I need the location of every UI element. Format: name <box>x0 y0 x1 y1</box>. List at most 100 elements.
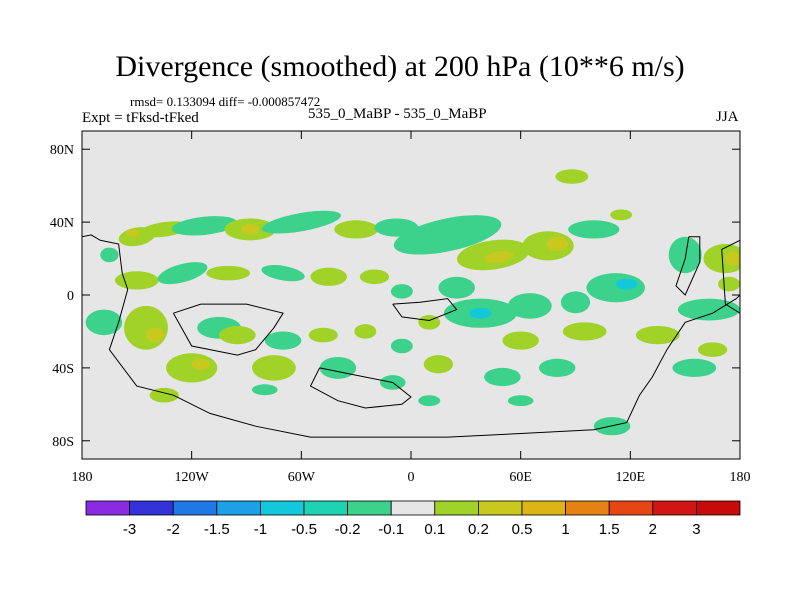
contour-region <box>507 395 534 407</box>
season-label: JJA <box>716 109 739 125</box>
contour-region <box>697 342 728 357</box>
colorbar-level-label: 0.2 <box>468 521 489 538</box>
colorbar-level-label: 3 <box>692 521 700 538</box>
y-tick-label: 80N <box>50 143 74 158</box>
chart-title: Divergence (smoothed) at 200 hPa (10**6 … <box>115 50 685 83</box>
coastline <box>82 234 740 438</box>
contour-region <box>241 223 260 235</box>
colorbar-swatch <box>565 500 610 516</box>
contour-region <box>718 276 740 292</box>
colorbar-level-label: -0.2 <box>335 521 361 538</box>
contour-region <box>359 269 390 285</box>
colorbar-level-label: 0.5 <box>512 521 533 538</box>
contour-region <box>484 367 521 387</box>
x-tick-label: 120E <box>616 470 646 485</box>
coastline <box>172 303 284 356</box>
contour-region <box>100 247 119 263</box>
colorbar-swatch <box>477 500 523 516</box>
contour-region <box>418 395 441 407</box>
contour-region <box>354 324 377 339</box>
contour-region <box>507 293 552 319</box>
contour-region <box>438 276 475 299</box>
contour-region <box>484 250 514 263</box>
colorbar-swatch <box>85 500 130 516</box>
colorbar-level-label: -1 <box>254 521 267 538</box>
contour-region <box>538 358 576 377</box>
colorbar-level-label: -0.5 <box>291 521 317 538</box>
case-label: 535_0_MaBP - 535_0_MaBP <box>308 106 487 122</box>
colorbar-swatch <box>521 500 566 516</box>
contour-region <box>251 355 296 381</box>
contour-region <box>555 169 589 184</box>
colorbar: -3 -2 -1.5 -1 -0.5 -0.2 -0.1 0.1 0.2 0.5 1 1.5 2 3 <box>85 500 741 538</box>
contour-region <box>423 355 454 374</box>
y-tick-label: 40S <box>52 362 74 377</box>
colorbar-swatch <box>129 500 174 516</box>
coastline <box>721 239 740 314</box>
contour-region <box>251 384 278 396</box>
y-tick-label: 40N <box>50 216 74 231</box>
colorbar-swatch <box>259 500 305 516</box>
colorbar-swatch <box>696 500 741 516</box>
x-tick-label: 180 <box>72 470 93 485</box>
contour-region <box>157 262 208 285</box>
colorbar-swatch <box>347 500 392 516</box>
contour-region <box>308 327 338 343</box>
contour-region <box>390 284 413 299</box>
contour-region <box>672 358 717 377</box>
colorbar-level-label: 1 <box>561 521 569 538</box>
contour-region <box>677 298 740 321</box>
colorbar-level-label: -0.1 <box>378 521 404 538</box>
contour-region <box>703 243 740 274</box>
colorbar-swatch <box>652 500 697 516</box>
colorbar-level-label: 2 <box>649 521 657 538</box>
contour-region <box>568 220 620 239</box>
contour-region <box>191 358 210 370</box>
colorbar-level-label: -1.5 <box>204 521 230 538</box>
contour-region <box>390 338 413 354</box>
x-tick-label: 180 <box>730 470 751 485</box>
y-tick-label: 80S <box>52 435 74 450</box>
x-tick-label: 60W <box>288 470 316 485</box>
contour-region <box>145 327 165 343</box>
contour-region <box>85 309 123 336</box>
coastline-outlines <box>82 234 740 438</box>
colorbar-swatch <box>172 500 218 516</box>
contour-region <box>310 267 348 286</box>
contour-region <box>393 215 502 255</box>
coastline <box>392 298 458 322</box>
contour-region <box>219 325 256 345</box>
x-tick-label: 0 <box>408 470 415 485</box>
y-tick-label: 0 <box>67 289 74 304</box>
colorbar-swatch <box>434 500 479 516</box>
contour-region <box>615 278 638 290</box>
x-tick-label: 60E <box>509 470 532 485</box>
contour-region <box>610 209 633 221</box>
contour-region <box>114 271 159 290</box>
contour-region <box>562 322 607 341</box>
contour-region <box>560 291 591 314</box>
contour-region <box>319 356 357 379</box>
contour-region <box>166 353 218 383</box>
contour-region <box>586 273 645 303</box>
contour-region <box>546 236 569 252</box>
colorbar-level-label: 0.1 <box>424 521 445 538</box>
x-tick-label: 120W <box>175 470 210 485</box>
contour-region <box>502 331 539 350</box>
colorbar-level-label: -2 <box>167 521 180 538</box>
map-axes: 180 120W 60W 0 60E 120E 180 80N 40N 0 40S 80S <box>50 131 751 485</box>
rmsd-diff-stats: rmsd= 0.133094 diff= -0.000857472 <box>130 94 321 109</box>
colorbar-swatch <box>608 500 654 516</box>
coastline <box>309 367 412 409</box>
contour-region <box>264 331 302 350</box>
coastline <box>675 236 701 296</box>
contour-region <box>668 236 702 274</box>
contour-region <box>725 251 740 266</box>
colorbar-swatch <box>216 500 261 516</box>
contour-region <box>261 210 341 234</box>
colorbar-swatch <box>390 500 436 516</box>
colorbar-level-label: 1.5 <box>599 521 620 538</box>
contour-region <box>469 307 492 319</box>
field-contours <box>85 169 740 436</box>
